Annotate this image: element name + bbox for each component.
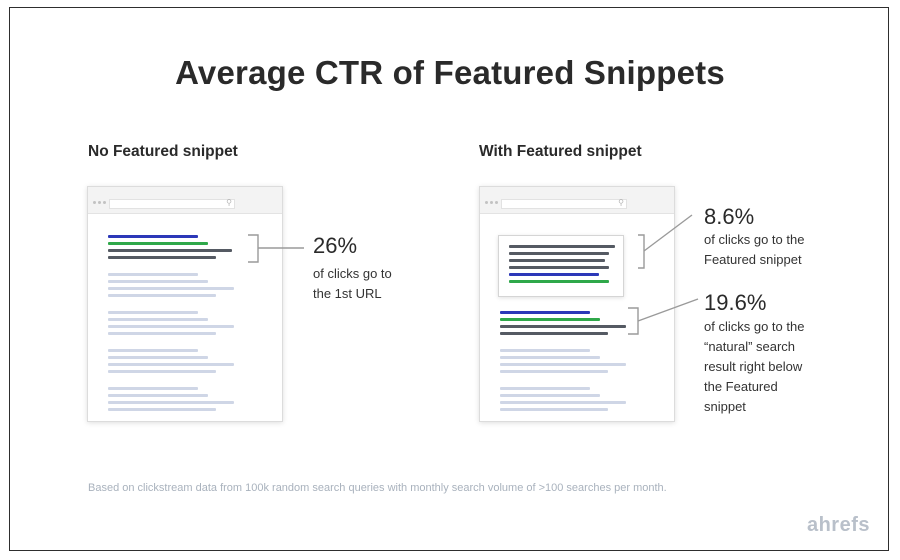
search-bar: ⚲ bbox=[501, 198, 627, 209]
ahrefs-logo: ahrefs bbox=[806, 514, 870, 536]
window-dots-icon bbox=[93, 191, 108, 209]
window-dots-icon bbox=[485, 191, 500, 209]
featured-snippet-box bbox=[498, 235, 624, 297]
bracket-connector-natural-result bbox=[628, 298, 699, 335]
bracket-connector-featured-snippet bbox=[638, 214, 693, 269]
browser-toolbar: ⚲ bbox=[88, 187, 282, 214]
browser-toolbar: ⚲ bbox=[480, 187, 674, 214]
stat-value-featured-snippet: 8.6% bbox=[704, 204, 755, 229]
panel-heading-no-snippet: No Featured snippet bbox=[88, 143, 238, 160]
stat-desc-natural-result: of clicks go to the “natural” search res… bbox=[704, 319, 805, 414]
stat-desc-featured-snippet: of clicks go to the Featured snippet bbox=[704, 232, 805, 267]
stat-value-1st-url: 26% bbox=[313, 233, 358, 258]
panel-heading-with-snippet: With Featured snippet bbox=[479, 143, 642, 160]
stat-desc-1st-url: of clicks go to the 1st URL bbox=[313, 266, 392, 301]
search-bar: ⚲ bbox=[109, 198, 235, 209]
stat-value-natural-result: 19.6% bbox=[704, 290, 767, 315]
browser-mockup-with-snippet: ⚲ bbox=[479, 186, 675, 422]
browser-mockup-no-snippet: ⚲ bbox=[87, 186, 283, 422]
search-icon: ⚲ bbox=[226, 198, 232, 207]
page-title: Average CTR of Featured Snippets bbox=[175, 54, 725, 91]
footnote: Based on clickstream data from 100k rand… bbox=[88, 482, 667, 494]
bracket-connector-1st-url bbox=[248, 234, 304, 263]
search-icon: ⚲ bbox=[618, 198, 624, 207]
